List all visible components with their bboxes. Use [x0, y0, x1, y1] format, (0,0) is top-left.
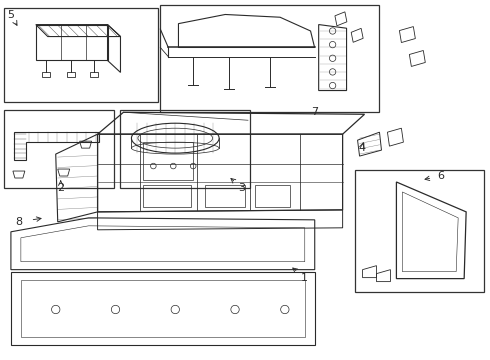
Text: 7: 7 — [311, 107, 318, 117]
Text: 6: 6 — [438, 171, 445, 181]
Text: 4: 4 — [358, 143, 365, 153]
Bar — [160, 5, 379, 112]
Bar — [4, 8, 158, 102]
Text: 2: 2 — [57, 183, 64, 193]
Bar — [144, 185, 191, 207]
Text: 5: 5 — [7, 10, 14, 20]
Bar — [144, 142, 193, 180]
Bar — [4, 110, 114, 188]
Text: 3: 3 — [239, 183, 245, 193]
Text: 8: 8 — [15, 217, 23, 227]
Text: 1: 1 — [301, 273, 308, 283]
Bar — [255, 185, 290, 207]
Bar — [205, 185, 245, 207]
Bar — [355, 170, 484, 292]
Bar — [121, 110, 250, 188]
